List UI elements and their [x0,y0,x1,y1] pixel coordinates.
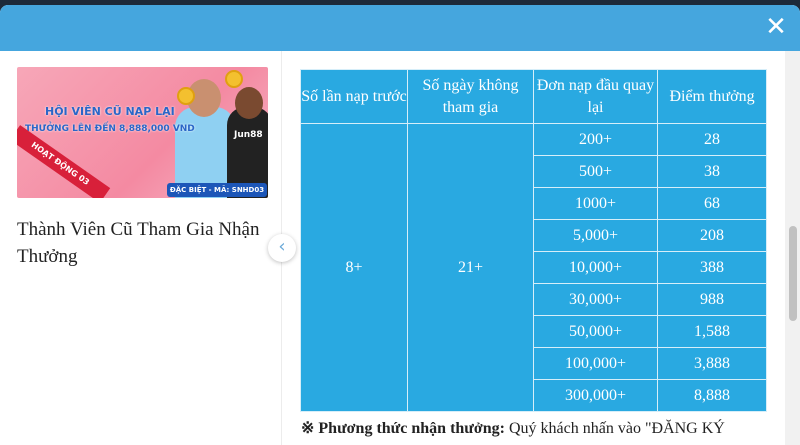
promo-content: Số lần nạp trước Số ngày không tham gia … [283,51,785,445]
note-text: Quý khách nhấn vào "ĐĂNG KÝ [504,420,725,437]
points-cell: 8,888 [657,379,767,412]
player-figure [227,107,268,198]
scrollbar-thumb[interactable] [789,226,797,321]
modal-header: ✕ [0,5,800,51]
points-cell: 68 [657,187,767,220]
player-head [235,87,263,119]
banner-ribbon: HOẠT ĐỘNG 03 [17,125,111,198]
table-row: 500+ 38 [301,155,767,188]
chevron-left-icon[interactable]: ‹ [268,234,296,262]
close-icon[interactable]: ✕ [765,12,787,42]
table-row: 5,000+ 208 [301,219,767,252]
table-row: 100,000+ 3,888 [301,347,767,380]
scrollbar[interactable] [785,51,800,445]
promo-title[interactable]: Thành Viên Cũ Tham Gia Nhận Thưởng [17,219,260,267]
points-cell: 38 [657,155,767,188]
table-row: 30,000+ 988 [301,283,767,316]
deposit-cell: 10,000+ [533,251,658,284]
points-cell: 28 [657,123,767,156]
coin-icon [225,70,243,88]
deposit-cell: 500+ [533,155,658,188]
deposit-cell: 100,000+ [533,347,658,380]
deposit-cell: 200+ [533,123,658,156]
banner-subline: THƯỞNG LÊN ĐẾN 8,888,000 VND [25,124,195,134]
deposit-cell: 30,000+ [533,283,658,316]
deposit-cell: 5,000+ [533,219,658,252]
player-figure [175,107,235,198]
reward-note: ※ Phương thức nhận thưởng: Quý khách nhấ… [301,419,725,439]
promo-sidebar: Jun88 HỘI VIÊN CŨ NẠP LẠI THƯỞNG LÊN ĐẾN… [0,51,282,445]
column-header: Số lần nạp trước [300,69,408,124]
days-inactive-cell: 21+ [407,123,534,412]
table-row: 300,000+ 8,888 [301,379,767,412]
deposit-cell: 1000+ [533,187,658,220]
table-row: 8+ 21+ 200+ 28 [300,123,767,412]
promotion-modal: ✕ Jun88 HỘI VIÊN CŨ NẠP LẠI THƯỞNG LÊN Đ… [0,5,800,445]
reward-table: Số lần nạp trước Số ngày không tham gia … [300,69,767,412]
table-row: 10,000+ 388 [301,251,767,284]
deposit-cell: 50,000+ [533,315,658,348]
note-label: ※ Phương thức nhận thưởng: [301,420,505,437]
table-row: 50,000+ 1,588 [301,315,767,348]
points-cell: 1,588 [657,315,767,348]
banner-brand: Jun88 [234,130,263,140]
column-header: Số ngày không tham gia [407,69,534,124]
banner-code: ĐẶC BIỆT - MÃ: SNHD03 [167,183,267,197]
coin-icon [177,87,195,105]
column-header: Đơn nạp đầu quay lại [533,69,658,124]
points-cell: 388 [657,251,767,284]
promo-banner-image[interactable]: Jun88 HỘI VIÊN CŨ NẠP LẠI THƯỞNG LÊN ĐẾN… [17,67,268,198]
points-cell: 208 [657,219,767,252]
points-cell: 3,888 [657,347,767,380]
banner-headline: HỘI VIÊN CŨ NẠP LẠI [45,105,175,118]
table-row: 1000+ 68 [301,187,767,220]
deposits-before-cell: 8+ [300,123,408,412]
column-header: Điểm thưởng [657,69,767,124]
points-cell: 988 [657,283,767,316]
deposit-cell: 300,000+ [533,379,658,412]
